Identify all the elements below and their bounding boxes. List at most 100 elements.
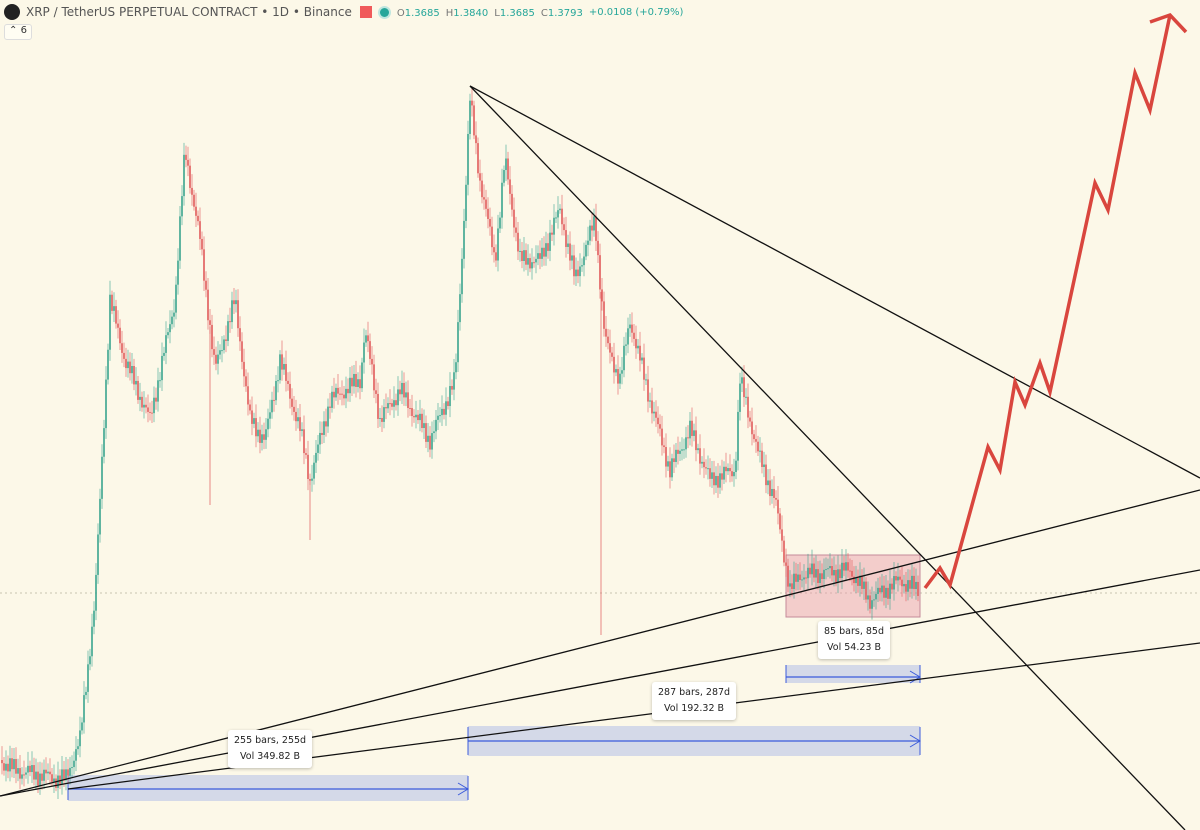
candle-body	[161, 355, 163, 381]
candle-body	[271, 399, 273, 413]
candle-body	[509, 179, 511, 194]
candle-body	[115, 306, 117, 324]
candle-body	[211, 324, 213, 350]
candle-body	[121, 343, 123, 353]
trend-line	[469, 85, 1186, 830]
candle-body	[843, 562, 845, 571]
candle-body	[409, 407, 411, 409]
ohlc-label: C	[540, 8, 548, 19]
candle-body	[365, 335, 367, 343]
candle-body	[225, 339, 227, 341]
candle-body	[295, 411, 297, 422]
ohlc-label: L	[494, 8, 500, 19]
candle-body	[269, 412, 271, 419]
candle-body	[67, 769, 69, 776]
candle-body	[539, 253, 541, 259]
candle-body	[263, 434, 265, 440]
candle-body	[637, 345, 639, 349]
candle-body	[247, 386, 249, 405]
candle-body	[801, 579, 803, 581]
candle-body	[553, 217, 555, 235]
candle-body	[687, 437, 689, 439]
candle-body	[267, 418, 269, 430]
candle-body	[283, 364, 285, 370]
candle-body	[893, 576, 895, 590]
candle-body	[631, 324, 633, 333]
ohlc-value: 1.3840	[453, 8, 489, 19]
trend-lines	[0, 85, 1200, 830]
candle-body	[143, 404, 145, 408]
candle-body	[477, 143, 479, 174]
candle-body	[399, 389, 401, 395]
candle-body	[387, 403, 389, 409]
candle-body	[711, 472, 713, 479]
candle-body	[507, 158, 509, 180]
candle-body	[373, 364, 375, 391]
candle-body	[549, 232, 551, 251]
candle-body	[741, 377, 743, 384]
candle-body	[913, 575, 915, 590]
candle-body	[109, 294, 111, 350]
candle-body	[413, 416, 415, 418]
candle-body	[43, 769, 45, 781]
candle-body	[457, 322, 459, 363]
candle-body	[689, 420, 691, 439]
candle-body	[733, 472, 735, 477]
candle-body	[629, 324, 631, 329]
candle-body	[579, 266, 581, 277]
candle-body	[513, 209, 515, 228]
candle-body	[623, 345, 625, 371]
candle-body	[669, 461, 671, 478]
candle-body	[95, 574, 97, 611]
candle-body	[679, 450, 681, 454]
candle-body	[809, 567, 811, 575]
candle-body	[173, 312, 175, 317]
candle-body	[903, 584, 905, 587]
symbol-title[interactable]: XRP / TetherUS PERPETUAL CONTRACT • 1D •…	[26, 5, 352, 19]
candle-body	[745, 396, 747, 398]
candle-body	[251, 410, 253, 424]
candle-body	[9, 758, 11, 772]
candle-body	[471, 100, 473, 106]
candle-body	[223, 339, 225, 351]
candle-body	[769, 480, 771, 497]
candle-body	[729, 468, 731, 472]
candle-body	[301, 429, 303, 431]
change: +0.0108 (+0.79%)	[589, 7, 684, 18]
candle-body	[195, 206, 197, 216]
candle-body	[69, 767, 71, 776]
candle-body	[159, 380, 161, 382]
candle-body	[819, 573, 821, 583]
candle-body	[587, 240, 589, 245]
candle-body	[601, 289, 603, 302]
candle-body	[535, 258, 537, 263]
candle-body	[199, 221, 201, 239]
candle-body	[259, 429, 261, 443]
trend-line	[469, 85, 1200, 479]
candle-body	[425, 423, 427, 442]
candle-body	[371, 358, 373, 365]
candle-body	[761, 450, 763, 467]
flag[interactable]	[359, 6, 372, 18]
candle-body	[289, 383, 291, 399]
arrow-head	[457, 782, 469, 796]
candle-body	[451, 386, 453, 390]
candle-body	[185, 154, 187, 160]
candle-body	[317, 444, 319, 453]
candle-body	[415, 414, 417, 418]
candle-body	[345, 388, 347, 399]
candle-body	[709, 468, 711, 479]
candle-body	[151, 412, 153, 414]
candle-body	[239, 328, 241, 342]
candle-body	[275, 380, 277, 401]
candle-body	[791, 583, 793, 590]
indicator-toggle[interactable]: ⌃ 6	[4, 24, 32, 40]
candle-body	[889, 583, 891, 599]
candle-body	[321, 432, 323, 435]
candle-body	[227, 321, 229, 341]
candle-body	[519, 250, 521, 252]
candle-body	[333, 391, 335, 398]
candle-body	[613, 356, 615, 373]
candle-body	[13, 759, 15, 770]
candle-body	[657, 417, 659, 425]
